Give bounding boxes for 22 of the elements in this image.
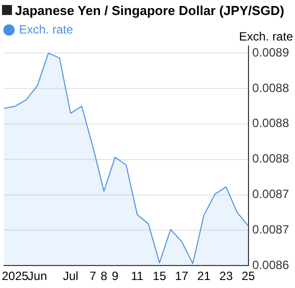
y-tick-label: 0.0087: [252, 222, 290, 236]
x-tick-label: 9: [112, 269, 119, 284]
y-tick-label: 0.0086: [252, 258, 290, 272]
x-tick-label: 2025: [2, 269, 29, 284]
y-tick-label: 0.0087: [252, 187, 290, 202]
x-tick-label: Jul: [62, 269, 78, 284]
x-tick-label: 11: [131, 269, 144, 284]
y-tick-label: 0.0089: [252, 45, 290, 60]
chart-title: Japanese Yen / Singapore Dollar (JPY/SGD): [15, 2, 284, 18]
x-tick-label: 23: [219, 269, 234, 284]
x-tick-label: 21: [197, 269, 211, 284]
x-tick-label: 15: [152, 269, 166, 284]
y-axis-title: Exch. rate: [238, 29, 294, 44]
x-tick-label: 7: [89, 269, 96, 284]
y-tick-label: 0.0088: [252, 80, 290, 95]
x-tick-label: 8: [100, 269, 108, 284]
y-tick-label: 0.0088: [252, 152, 290, 166]
x-tick-label: Jun: [28, 269, 47, 284]
x-tick-label: 25: [242, 269, 256, 284]
legend-label: Exch. rate: [19, 22, 74, 36]
x-tick-label: 17: [174, 269, 189, 284]
y-tick-label: 0.0088: [252, 116, 290, 130]
